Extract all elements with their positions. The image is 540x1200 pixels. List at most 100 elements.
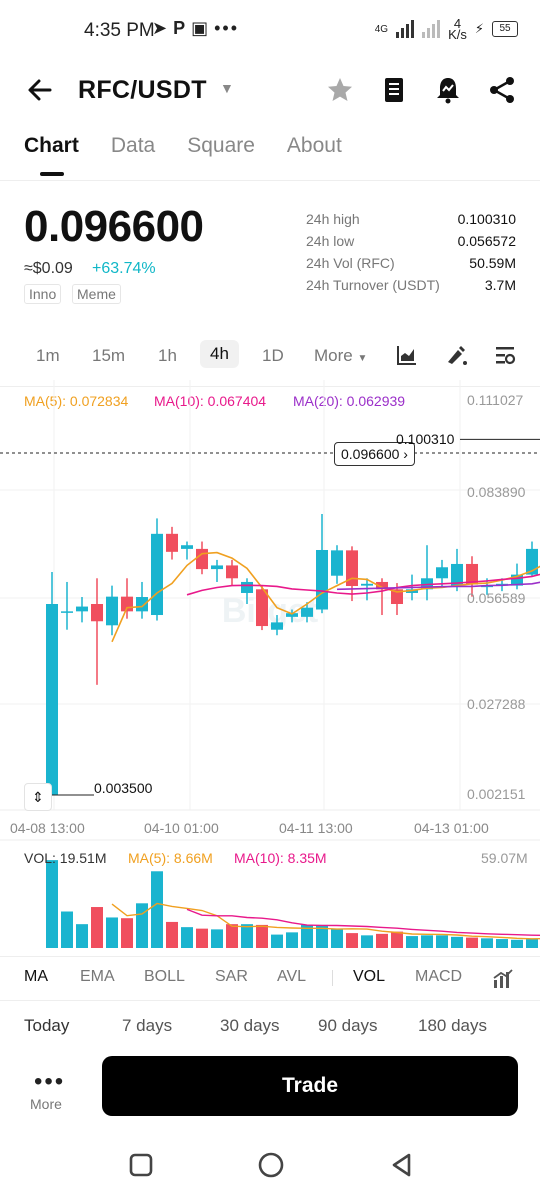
tab-about[interactable]: About — [286, 134, 342, 157]
volume-bar — [361, 935, 373, 948]
candle-body — [331, 550, 343, 576]
star-icon[interactable] — [324, 74, 356, 106]
price-alert-icon[interactable] — [432, 74, 464, 106]
volume-bar — [76, 924, 88, 948]
price-axis-label-3: 0.056589 — [467, 590, 526, 606]
contact-icon: ▣ — [191, 18, 209, 38]
paypal-icon: P — [173, 18, 186, 38]
volume-bar — [376, 933, 388, 948]
price-axis-label-5: 0.002151 — [467, 786, 526, 802]
candle-body — [346, 550, 358, 586]
marker-layer — [0, 438, 540, 796]
interval-4h[interactable]: 4h — [200, 340, 239, 368]
pair-title[interactable]: RFC/USDT — [78, 76, 207, 104]
recent-apps-icon[interactable] — [126, 1150, 156, 1180]
ma20-legend: MA(20): 0.062939 — [293, 393, 406, 409]
indicator-settings-icon[interactable] — [492, 968, 514, 990]
interval-1d[interactable]: 1D — [262, 346, 284, 365]
range-today[interactable]: Today — [24, 1016, 70, 1035]
signal-2-icon — [422, 20, 441, 38]
more-label[interactable]: More — [30, 1096, 62, 1112]
volume-bar — [241, 924, 253, 948]
more-dots-icon[interactable]: ••• — [34, 1068, 66, 1095]
status-time: 4:35 PM — [84, 20, 155, 41]
current-price-marker[interactable]: 0.096600 › — [334, 442, 415, 466]
volume-bar — [511, 939, 523, 948]
interval-1h[interactable]: 1h — [158, 346, 177, 365]
range-7-days[interactable]: 7 days — [122, 1016, 173, 1035]
fiat-price: ≈$0.09 — [24, 260, 73, 277]
volume-bar — [136, 903, 148, 948]
candle-body — [271, 622, 283, 630]
tab-active-indicator — [40, 172, 64, 176]
candle-body — [361, 583, 373, 586]
indicator-vol[interactable]: VOL — [353, 968, 386, 985]
volume-bar — [391, 931, 403, 948]
candle-body — [316, 549, 328, 610]
volume-bar — [466, 937, 478, 948]
candle-body — [376, 581, 388, 590]
indicator-ma[interactable]: MA — [24, 968, 48, 985]
volume-bar — [421, 935, 433, 948]
trade-button[interactable]: Trade — [102, 1056, 518, 1116]
candle-body — [526, 548, 538, 575]
volume-bar — [451, 936, 463, 948]
volume-bar — [211, 929, 223, 948]
price-chart[interactable]: Bitget — [0, 380, 540, 960]
expand-vertical-icon[interactable]: ⇕ — [24, 783, 52, 811]
back-nav-icon[interactable] — [386, 1150, 416, 1180]
candle-body — [511, 574, 523, 586]
candle-body — [226, 565, 238, 579]
pair-dropdown-icon[interactable]: ▼ — [220, 80, 234, 96]
tab-data[interactable]: Data — [110, 134, 156, 157]
volume-ma10-legend: MA(10): 8.35M — [234, 850, 327, 866]
chart-type-icon[interactable] — [396, 344, 418, 366]
interval-1m[interactable]: 1m — [36, 346, 60, 365]
interval-15m[interactable]: 15m — [92, 346, 126, 365]
volume-bar — [286, 932, 298, 948]
tab-square[interactable]: Square — [187, 134, 255, 157]
volume-bar — [301, 924, 313, 948]
candle-body — [91, 604, 103, 622]
volume-bar — [166, 921, 178, 948]
indicator-separator — [332, 970, 333, 986]
range-180-days[interactable]: 180 days — [418, 1016, 487, 1035]
drawing-tools-icon[interactable] — [444, 344, 468, 366]
candle-body — [211, 565, 223, 570]
indicator-macd[interactable]: MACD — [415, 968, 463, 985]
tabs-divider — [0, 180, 540, 181]
indicator-ema[interactable]: EMA — [80, 968, 115, 985]
candle-body — [286, 613, 298, 617]
stat-24h-vol-value: 50.59M — [469, 255, 516, 271]
notebook-icon[interactable] — [378, 74, 410, 106]
back-arrow-icon[interactable] — [24, 74, 56, 106]
volume-ma10-line — [186, 908, 540, 937]
notification-icons: ➤ P ▣ ••• — [152, 18, 239, 39]
ma5-legend: MA(5): 0.072834 — [24, 393, 129, 409]
home-icon[interactable] — [256, 1150, 286, 1180]
candle-body — [436, 567, 448, 579]
indicator-boll[interactable]: BOLL — [144, 968, 185, 985]
volume-ma5-legend: MA(5): 8.66M — [128, 850, 213, 866]
volume-bar — [91, 907, 103, 948]
share-icon[interactable] — [486, 74, 518, 106]
tag-meme[interactable]: Meme — [72, 284, 121, 304]
chart-settings-icon[interactable] — [494, 344, 516, 366]
status-bar: 4:35 PM ➤ P ▣ ••• 4G 4 K/s ⚡ 55 — [0, 0, 540, 58]
interval-more[interactable]: More ▼ — [314, 346, 367, 366]
network-type: 4G — [374, 23, 389, 35]
battery-icon: 55 — [492, 21, 518, 37]
range-30-days[interactable]: 30 days — [220, 1016, 280, 1035]
charging-icon: ⚡ — [474, 21, 484, 36]
ma-layer — [111, 551, 540, 643]
range-90-days[interactable]: 90 days — [318, 1016, 378, 1035]
volume-bar — [151, 871, 163, 948]
volume-bar — [181, 927, 193, 948]
indicator-avl[interactable]: AVL — [277, 968, 307, 985]
tag-inno[interactable]: Inno — [24, 284, 62, 304]
stat-24h-vol-label: 24h Vol (RFC) — [306, 255, 395, 271]
tab-chart[interactable]: Chart — [24, 134, 79, 157]
candle-body — [76, 606, 88, 612]
indicator-sar[interactable]: SAR — [215, 968, 248, 985]
telegram-icon: ➤ — [152, 18, 168, 38]
